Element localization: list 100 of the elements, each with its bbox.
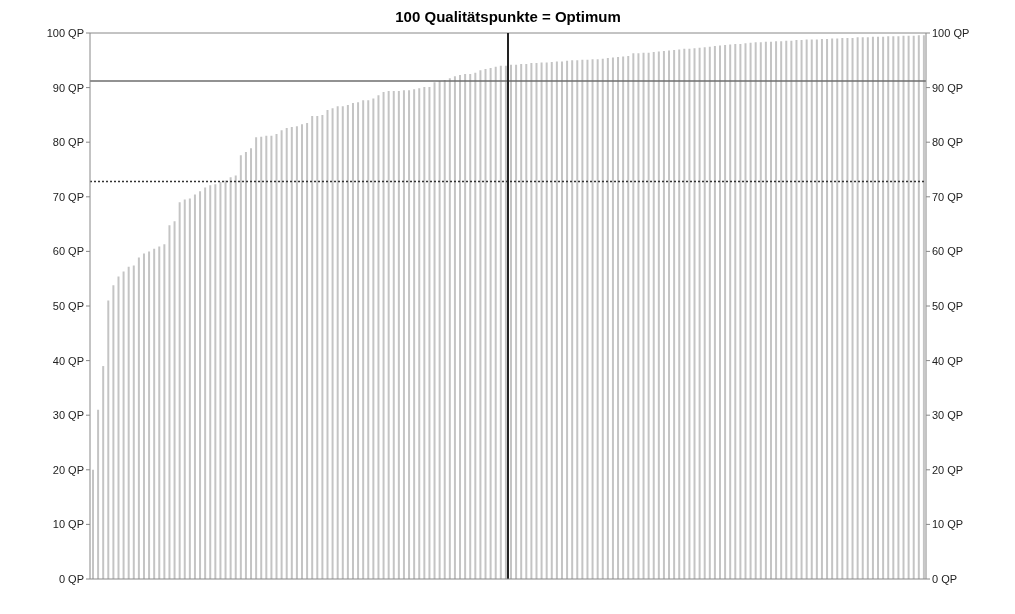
bar: [489, 67, 492, 579]
bar: [290, 126, 293, 579]
bar: [387, 90, 390, 579]
bar: [423, 87, 426, 579]
bar: [270, 135, 273, 579]
bar: [566, 60, 569, 579]
bar: [887, 36, 890, 579]
bar: [362, 100, 365, 579]
y-tick-label: 0 QP: [58, 572, 84, 585]
bar: [484, 69, 487, 579]
bar: [713, 46, 716, 579]
bar: [617, 57, 620, 579]
bar: [316, 115, 319, 579]
bar: [703, 47, 706, 579]
bar: [418, 88, 421, 579]
bar: [183, 199, 186, 579]
bar: [831, 38, 834, 579]
bar: [494, 66, 497, 579]
bar: [683, 48, 686, 579]
bar: [642, 52, 645, 579]
bar: [459, 75, 462, 579]
bar: [576, 60, 579, 579]
y2-tick-label: 60 QP: [932, 245, 964, 258]
bar: [158, 246, 161, 579]
bar: [137, 257, 140, 579]
bar: [560, 61, 563, 579]
y-tick-label: 20 QP: [52, 463, 84, 476]
bar: [239, 155, 242, 579]
bar: [780, 41, 783, 579]
bar: [759, 42, 762, 579]
bar: [408, 90, 411, 579]
y2-tick-label: 70 QP: [932, 190, 964, 203]
bar: [199, 191, 202, 579]
bar: [336, 106, 339, 579]
bar: [815, 39, 818, 579]
bar: [97, 409, 100, 579]
chart-title: 100 Qualitätspunkte = Optimum: [394, 8, 622, 25]
bar: [265, 135, 268, 579]
bar: [321, 114, 324, 579]
bar: [724, 45, 727, 579]
bar: [214, 184, 217, 579]
bar: [311, 115, 314, 579]
y2-tick-label: 100 QP: [932, 26, 970, 39]
y-tick-label: 100 QP: [46, 26, 84, 39]
bar: [428, 87, 431, 579]
bar: [744, 43, 747, 579]
y-tick-label: 80 QP: [52, 136, 84, 149]
bar: [234, 175, 237, 579]
bar: [438, 81, 441, 579]
bar: [306, 123, 309, 579]
bar: [122, 271, 125, 579]
bar: [331, 108, 334, 579]
bar: [805, 39, 808, 579]
bar: [295, 126, 298, 579]
bar: [545, 62, 548, 579]
bar: [341, 106, 344, 579]
bar: [464, 73, 467, 579]
bar: [255, 137, 258, 579]
bar: [851, 37, 854, 579]
bar: [571, 60, 574, 579]
y2-tick-label: 0 QP: [932, 572, 958, 585]
bar: [892, 36, 895, 579]
bar: [627, 55, 630, 579]
bar: [193, 194, 196, 579]
bar: [112, 285, 115, 579]
bar: [219, 182, 222, 579]
bar: [107, 300, 110, 579]
bar: [357, 102, 360, 579]
bar: [846, 37, 849, 579]
bar: [693, 48, 696, 579]
bar: [525, 64, 528, 579]
bar: [351, 102, 354, 579]
bar: [861, 37, 864, 579]
bar: [820, 39, 823, 579]
bar: [734, 43, 737, 579]
bar: [581, 59, 584, 579]
bar: [764, 41, 767, 579]
bar: [907, 35, 910, 579]
bar: [749, 42, 752, 579]
bar: [550, 61, 553, 579]
bar: [453, 76, 456, 579]
bar: [591, 59, 594, 579]
y2-tick-label: 90 QP: [932, 81, 964, 94]
y2-tick-label: 30 QP: [932, 409, 964, 422]
bar: [346, 105, 349, 579]
bar: [504, 65, 507, 579]
bar: [402, 90, 405, 579]
bar: [499, 65, 502, 579]
bar: [142, 253, 145, 579]
bar: [719, 45, 721, 579]
y-tick-label: 60 QP: [52, 245, 84, 258]
bar: [250, 148, 253, 579]
bar: [367, 100, 370, 579]
bar: [662, 51, 665, 579]
bar: [275, 134, 278, 579]
bar: [148, 251, 151, 579]
bar: [668, 50, 671, 579]
bar: [555, 61, 558, 579]
bar: [632, 53, 635, 579]
bar: [785, 40, 788, 579]
